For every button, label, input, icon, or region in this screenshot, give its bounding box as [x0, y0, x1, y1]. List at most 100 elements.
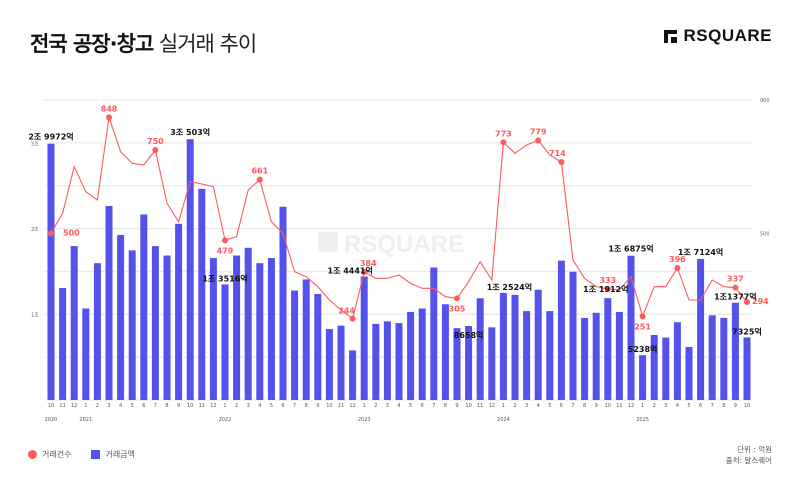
x-axis-tick: 7: [432, 403, 435, 409]
line-marker: [535, 137, 542, 144]
x-axis-tick: 9: [316, 403, 319, 409]
source-label: 출처: 알스퀘어: [725, 456, 772, 465]
bar: [47, 143, 55, 401]
x-axis-tick: 6: [281, 403, 284, 409]
chart-source: 단위 : 억원 출처: 알스퀘어: [726, 444, 772, 466]
line-value-label: 479: [217, 246, 234, 255]
bar: [697, 258, 705, 400]
line-marker: [639, 313, 646, 320]
title-bold: 전국 공장·창고: [30, 32, 154, 56]
line-value-label: 294: [752, 297, 769, 306]
x-axis-tick: 7: [571, 403, 574, 409]
bar: [453, 328, 461, 400]
bar: [441, 304, 449, 400]
line-value-label: 500: [63, 228, 80, 237]
bar: [186, 139, 194, 401]
x-axis-tick: 6: [421, 403, 424, 409]
line-value-label: 333: [599, 276, 616, 285]
bar-value-label: 5238억: [628, 344, 658, 354]
rsquare-logo: RSQUARE: [664, 26, 772, 46]
bar: [209, 258, 217, 400]
x-axis-tick: 11: [477, 403, 483, 409]
bar: [221, 284, 229, 400]
x-axis-tick: 5: [548, 403, 551, 409]
legend-label: 거래건수: [42, 450, 72, 459]
bar: [581, 317, 589, 400]
x-axis-tick: 7: [711, 403, 714, 409]
line-marker: [674, 265, 681, 271]
right-axis: 500 900: [760, 98, 770, 237]
x-axis-tick: 9: [177, 403, 180, 409]
bar: [256, 263, 264, 400]
square-icon: [91, 450, 101, 459]
x-axis: 10 11 12 1 2 3 4 5 6 7 8 9 10 11 12 1 2 3 4 5 6 7 8 9 10 11 12 1 2 3 4…: [45, 403, 751, 423]
bar: [267, 258, 275, 400]
bar: [82, 308, 90, 400]
x-axis-tick: 7: [154, 403, 157, 409]
bar: [291, 290, 299, 400]
x-axis-tick: 5: [687, 403, 690, 409]
x-axis-tick: 2: [96, 403, 99, 409]
x-axis-tick: 3: [247, 403, 250, 409]
watermark: RSQUARE: [318, 231, 464, 258]
bar: [592, 312, 600, 400]
x-axis-tick: 2: [513, 403, 516, 409]
bar: [430, 267, 438, 400]
line-marker: [500, 139, 507, 146]
bar: [569, 271, 577, 400]
bar: [383, 321, 391, 400]
x-axis-tick: 1: [641, 403, 644, 409]
year-label: 2025: [636, 417, 649, 423]
x-axis-tick: 6: [699, 403, 702, 409]
left-axis-tick: 1조: [31, 313, 39, 319]
line-marker: [256, 176, 263, 183]
line-value-label: 714: [549, 149, 566, 158]
line-value-label: 244: [338, 307, 355, 316]
x-axis-tick: 11: [338, 403, 344, 409]
bar: [627, 255, 635, 400]
bar-value-label: 2조 9972억: [28, 132, 73, 142]
line-value-label: 251: [634, 322, 651, 331]
bar: [140, 214, 148, 400]
bar: [685, 346, 693, 400]
bar-labels: 2조 9972억 3조 503억 1조 3516억 1조 4441억 8658억 1조 2…: [28, 127, 761, 354]
bar: [673, 322, 681, 400]
x-axis-tick: 12: [71, 403, 77, 409]
bar: [128, 250, 136, 400]
bar: [546, 311, 554, 400]
year-label: 2020: [45, 417, 58, 423]
x-axis-tick: 1: [502, 403, 505, 409]
legend: 거래건수 거래금액: [28, 449, 155, 460]
line-value-label: 305: [449, 304, 466, 313]
bar-value-label: 1조 6875억: [608, 244, 653, 254]
line-series: [50, 117, 748, 320]
line-marker: [152, 147, 159, 153]
bar-value-label: 7325억: [732, 326, 762, 336]
x-axis-tick: 2: [235, 403, 238, 409]
line-marker: [454, 295, 460, 302]
legend-label: 거래금액: [105, 450, 135, 459]
x-axis-tick: 10: [48, 403, 54, 409]
line-value-label: 779: [530, 127, 547, 136]
left-axis-tick: 3조: [31, 142, 39, 148]
x-axis-tick: 10: [187, 403, 193, 409]
bar: [395, 323, 403, 400]
x-axis-tick: 8: [722, 403, 725, 409]
x-axis-tick: 12: [349, 403, 355, 409]
bar: [743, 337, 751, 400]
x-axis-tick: 11: [59, 403, 65, 409]
x-axis-tick: 8: [305, 403, 308, 409]
bar: [279, 206, 287, 400]
logo-text: RSQUARE: [683, 26, 772, 45]
bar: [233, 255, 241, 400]
title-light: 실거래 추이: [158, 32, 257, 56]
bar: [720, 317, 728, 400]
line-marker: [48, 230, 54, 237]
bar: [534, 289, 542, 400]
x-axis-tick: 10: [605, 403, 611, 409]
x-axis-tick: 4: [397, 403, 400, 409]
year-label: 2021: [79, 417, 92, 423]
bar: [639, 355, 647, 400]
line-value-label: 384: [360, 259, 377, 268]
